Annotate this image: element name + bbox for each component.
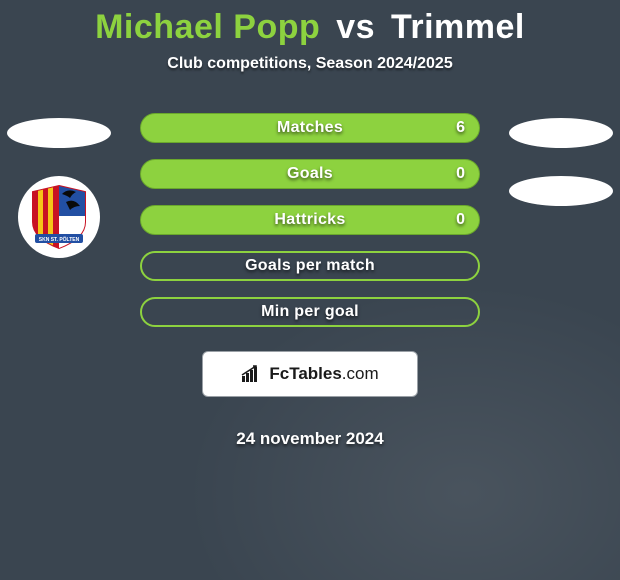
- stat-row-min-per-goal: Min per goal: [140, 297, 480, 327]
- stat-row-matches: Matches 6: [140, 113, 480, 143]
- stat-value: 0: [456, 165, 465, 183]
- brand-bold: FcTables: [269, 364, 341, 383]
- stat-label: Goals per match: [245, 257, 375, 275]
- stat-label: Min per goal: [261, 303, 359, 321]
- left-player-column: SKN ST. PÖLTEN: [4, 118, 114, 258]
- stat-row-goals-per-match: Goals per match: [140, 251, 480, 281]
- stat-label: Goals: [287, 165, 333, 183]
- svg-text:SKN ST. PÖLTEN: SKN ST. PÖLTEN: [39, 236, 80, 243]
- brand-name: FcTables.com: [269, 364, 378, 384]
- brand-thin: .com: [342, 364, 379, 383]
- player1-club-badge: SKN ST. PÖLTEN: [18, 176, 100, 258]
- title-vs: vs: [330, 8, 381, 46]
- brand-box[interactable]: FcTables.com: [202, 351, 418, 397]
- club-shield-icon: SKN ST. PÖLTEN: [29, 184, 89, 250]
- title-player2: Trimmel: [391, 8, 525, 46]
- comparison-card: Michael Popp vs Trimmel Club competition…: [0, 0, 620, 580]
- stat-value: 6: [456, 119, 465, 137]
- date-text: 24 november 2024: [236, 429, 383, 449]
- stat-row-hattricks: Hattricks 0: [140, 205, 480, 235]
- title-player1: Michael Popp: [95, 8, 320, 46]
- stats-list: Matches 6 Goals 0 Hattricks 0 Goals per …: [140, 113, 480, 449]
- player1-flag-oval: [7, 118, 111, 148]
- stat-label: Hattricks: [274, 211, 345, 229]
- subtitle: Club competitions, Season 2024/2025: [0, 55, 620, 73]
- player2-club-oval: [509, 176, 613, 206]
- player2-flag-oval: [509, 118, 613, 148]
- right-player-column: [506, 118, 616, 206]
- page-title: Michael Popp vs Trimmel: [0, 8, 620, 47]
- stat-value: 0: [456, 211, 465, 229]
- stat-label: Matches: [277, 119, 343, 137]
- bar-chart-icon: [241, 365, 263, 383]
- stat-row-goals: Goals 0: [140, 159, 480, 189]
